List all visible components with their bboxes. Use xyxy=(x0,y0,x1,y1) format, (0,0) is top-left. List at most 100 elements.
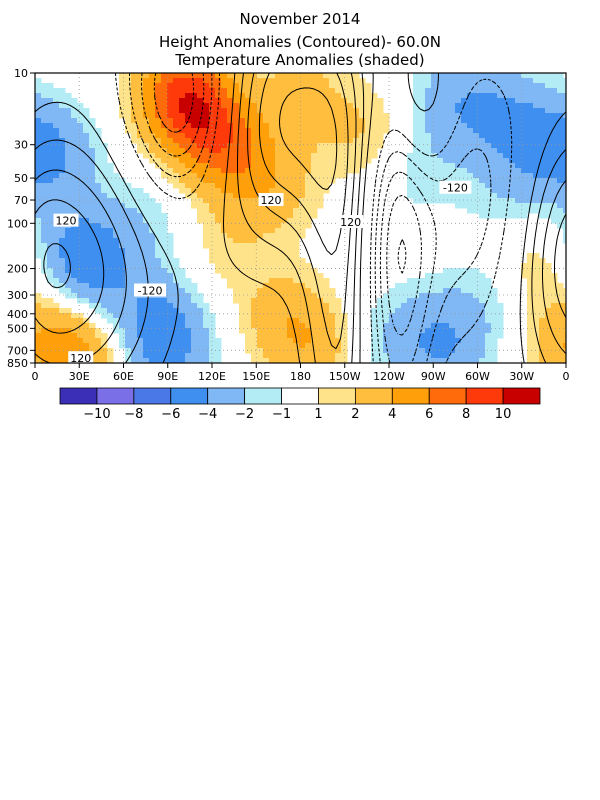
heatmap-cell xyxy=(155,233,162,239)
heatmap-cell xyxy=(89,118,96,124)
heatmap-cell xyxy=(281,78,288,84)
heatmap-cell xyxy=(533,158,540,164)
heatmap-cell xyxy=(167,358,174,363)
heatmap-cell xyxy=(443,173,450,179)
heatmap-cell xyxy=(443,308,450,314)
heatmap-cell xyxy=(329,138,336,144)
heatmap-cell xyxy=(209,138,216,144)
heatmap-cell xyxy=(413,113,420,119)
heatmap-cell xyxy=(275,73,282,79)
heatmap-cell xyxy=(95,183,102,189)
heatmap-cell xyxy=(239,288,246,294)
heatmap-cell xyxy=(221,218,228,224)
heatmap-cell xyxy=(305,88,312,94)
heatmap-cell xyxy=(257,78,264,84)
heatmap-cell xyxy=(113,298,120,304)
heatmap-cell xyxy=(449,283,456,289)
heatmap-cell xyxy=(233,123,240,129)
heatmap-cell xyxy=(71,133,78,139)
heatmap-cell xyxy=(287,198,294,204)
heatmap-cell xyxy=(149,338,156,344)
heatmap-cell xyxy=(209,178,216,184)
heatmap-cell xyxy=(179,148,186,154)
heatmap-cell xyxy=(509,143,516,149)
heatmap-cell xyxy=(149,148,156,154)
heatmap-cell xyxy=(209,258,216,264)
heatmap-cell xyxy=(185,318,192,324)
heatmap-cell xyxy=(203,318,210,324)
heatmap-cell xyxy=(449,308,456,314)
heatmap-cell xyxy=(287,118,294,124)
heatmap-cell xyxy=(41,328,48,334)
y-tick-label: 50 xyxy=(14,172,28,185)
heatmap-cell xyxy=(455,333,462,339)
heatmap-cell xyxy=(293,108,300,114)
heatmap-cell xyxy=(467,288,474,294)
heatmap-cell xyxy=(47,108,54,114)
heatmap-cell xyxy=(227,103,234,109)
heatmap-cell xyxy=(233,233,240,239)
heatmap-cell xyxy=(557,348,564,354)
heatmap-cell xyxy=(479,213,486,219)
heatmap-cell xyxy=(173,328,180,334)
heatmap-cell xyxy=(557,108,564,114)
heatmap-cell xyxy=(551,298,558,304)
heatmap-cell xyxy=(521,168,528,174)
heatmap-cell xyxy=(263,208,270,214)
heatmap-cell xyxy=(53,278,60,284)
heatmap-cell xyxy=(77,148,84,154)
heatmap-cell xyxy=(71,248,78,254)
heatmap-cell xyxy=(35,293,42,299)
heatmap-cell xyxy=(53,138,60,144)
heatmap-cell xyxy=(383,353,390,359)
heatmap-cell xyxy=(515,138,522,144)
heatmap-cell xyxy=(161,93,168,99)
heatmap-cell xyxy=(533,313,540,319)
heatmap-cell xyxy=(233,113,240,119)
heatmap-cell xyxy=(413,98,420,104)
heatmap-cell xyxy=(233,118,240,124)
heatmap-cell xyxy=(485,353,492,359)
heatmap-cell xyxy=(167,338,174,344)
heatmap-cell xyxy=(509,73,516,79)
heatmap-cell xyxy=(209,133,216,139)
heatmap-cell xyxy=(131,223,138,229)
heatmap-cell xyxy=(131,303,138,309)
heatmap-cell xyxy=(455,143,462,149)
heatmap-cell xyxy=(473,113,480,119)
heatmap-cell xyxy=(413,158,420,164)
heatmap-cell xyxy=(101,193,108,199)
heatmap-cell xyxy=(257,343,264,349)
heatmap-cell xyxy=(359,108,366,114)
heatmap-cell xyxy=(455,78,462,84)
heatmap-cell xyxy=(329,73,336,79)
heatmap-cell xyxy=(491,113,498,119)
heatmap-cell xyxy=(431,73,438,79)
heatmap-cell xyxy=(137,338,144,344)
heatmap-cell xyxy=(299,228,306,234)
heatmap-cell xyxy=(131,83,138,89)
heatmap-cell xyxy=(155,228,162,234)
y-tick-label: 100 xyxy=(7,217,28,230)
heatmap-cell xyxy=(47,338,54,344)
heatmap-cell xyxy=(149,128,156,134)
heatmap-cell xyxy=(185,338,192,344)
heatmap-cell xyxy=(353,143,360,149)
heatmap-cell xyxy=(311,168,318,174)
heatmap-cell xyxy=(185,323,192,329)
heatmap-cell xyxy=(323,318,330,324)
heatmap-cell xyxy=(119,223,126,229)
heatmap-cell xyxy=(179,88,186,94)
heatmap-cell xyxy=(317,353,324,359)
heatmap-cell xyxy=(179,188,186,194)
heatmap-cell xyxy=(143,143,150,149)
heatmap-cell xyxy=(407,323,414,329)
heatmap-cell xyxy=(503,73,510,79)
heatmap-cell xyxy=(101,168,108,174)
heatmap-cell xyxy=(467,333,474,339)
heatmap-cell xyxy=(317,133,324,139)
heatmap-cell xyxy=(251,163,258,169)
heatmap-cell xyxy=(59,208,66,214)
heatmap-cell xyxy=(203,118,210,124)
heatmap-cell xyxy=(119,183,126,189)
